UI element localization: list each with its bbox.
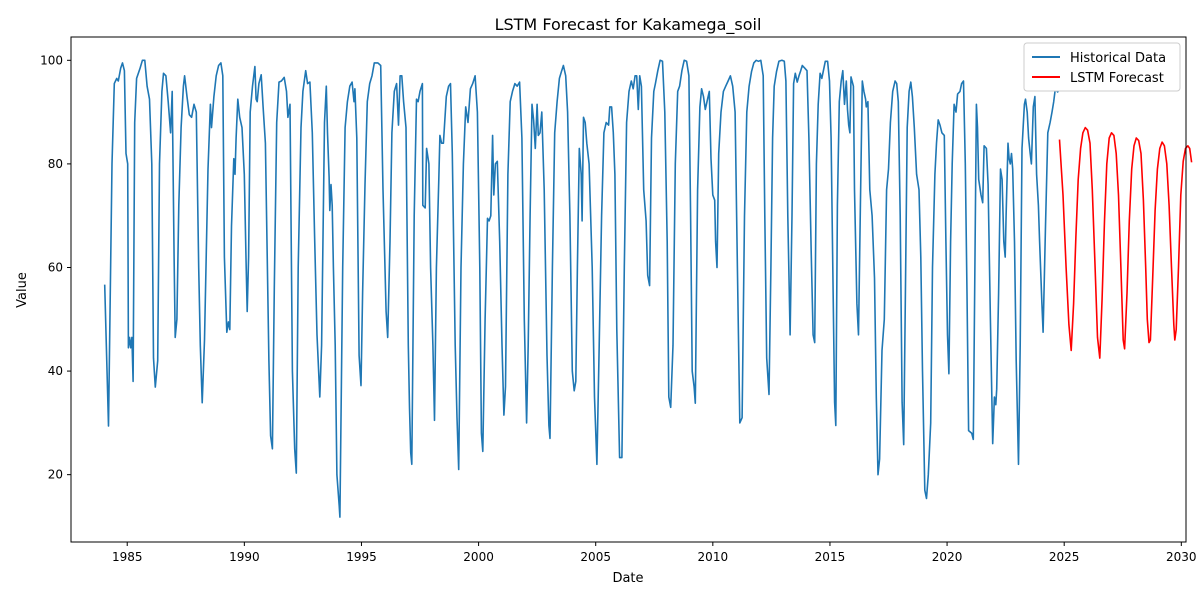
legend-forecast-label: LSTM Forecast xyxy=(1070,71,1164,86)
x-tick-label: 1985 xyxy=(112,550,143,564)
chart-title: LSTM Forecast for Kakamega_soil xyxy=(495,15,762,35)
plot-area xyxy=(103,59,1193,518)
x-tick-label: 2030 xyxy=(1166,550,1197,564)
x-axis-label: Date xyxy=(612,571,643,586)
x-axis: 1985 1990 1995 2000 2005 2010 2015 2020 2025 2030 xyxy=(112,542,1197,564)
y-tick-label: 60 xyxy=(48,260,63,274)
x-tick-label: 2025 xyxy=(1049,550,1080,564)
x-tick-label: 2010 xyxy=(698,550,729,564)
y-tick-label: 20 xyxy=(48,468,63,482)
legend-box xyxy=(1023,42,1181,92)
y-axis: 20 40 60 80 100 xyxy=(40,53,71,482)
y-tick-label: 40 xyxy=(48,364,63,378)
legend-historical-label: Historical Data xyxy=(1070,51,1166,66)
y-axis-label: Value xyxy=(15,272,30,308)
x-tick-label: 2020 xyxy=(932,550,963,564)
x-tick-label: 2015 xyxy=(815,550,846,564)
x-tick-label: 2005 xyxy=(580,550,611,564)
series-line-forecast xyxy=(1058,126,1193,359)
x-tick-label: 1995 xyxy=(346,550,377,564)
y-tick-label: 80 xyxy=(48,157,63,171)
x-tick-label: 1990 xyxy=(229,550,260,564)
x-tick-label: 2000 xyxy=(463,550,494,564)
y-tick-label: 100 xyxy=(40,53,63,67)
series-line-historical xyxy=(103,59,1059,518)
axes-frame xyxy=(70,36,1187,543)
legend: Historical Data LSTM Forecast xyxy=(1023,42,1181,92)
